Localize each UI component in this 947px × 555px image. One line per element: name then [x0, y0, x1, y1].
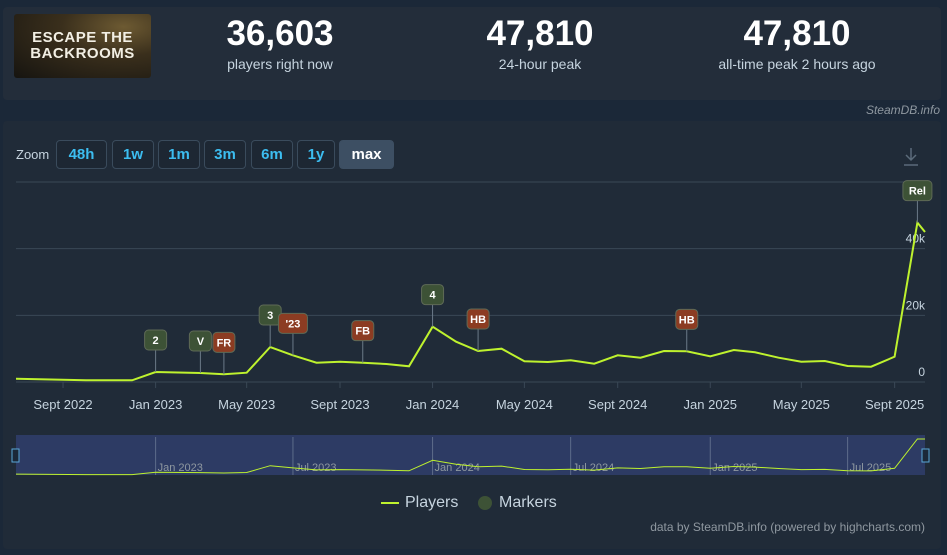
x-tick-label: Jan 2023 [129, 397, 183, 412]
marker-badge[interactable] [902, 180, 933, 202]
x-tick-label: May 2024 [496, 397, 553, 412]
chart-marker[interactable]: FR [212, 331, 236, 375]
marker-label: HB [679, 314, 695, 326]
legend-players[interactable]: Players [381, 494, 458, 512]
marker-badge[interactable] [675, 308, 699, 330]
highcharts-credit[interactable]: data by SteamDB.info (powered by highcha… [650, 520, 925, 534]
zoom-max-button[interactable]: max [339, 140, 394, 169]
y-tick-label: 40k [906, 232, 926, 246]
marker-badge[interactable] [144, 329, 168, 351]
legend-markers[interactable]: Markers [477, 494, 557, 512]
navigator-tick-label: Jul 2024 [573, 462, 615, 474]
24h-peak-value: 47,810 [486, 14, 594, 53]
chart-marker[interactable]: '23 [277, 312, 308, 356]
legend-markers-label: Markers [499, 494, 557, 511]
navigator-tick-label: Jul 2025 [850, 462, 892, 474]
y-tick-label: 0 [918, 365, 925, 379]
marker-label: 3 [267, 310, 273, 322]
navigator-right-handle[interactable] [921, 448, 930, 463]
x-tick-label: Sept 2024 [588, 397, 647, 412]
zoom-6m-button[interactable]: 6m [251, 140, 293, 169]
navigator-left-handle[interactable] [11, 448, 20, 463]
marker-badge[interactable] [421, 284, 445, 306]
zoom-48h-button[interactable]: 48h [56, 140, 107, 169]
chart-marker[interactable]: HB [466, 308, 490, 351]
x-tick-label: Jan 2025 [684, 397, 738, 412]
navigator-tick-label: Jan 2024 [435, 462, 480, 474]
navigator-tick-label: Jan 2023 [158, 462, 203, 474]
stats-panel [3, 7, 941, 100]
marker-badge[interactable] [351, 320, 375, 342]
zoom-1m-button[interactable]: 1m [158, 140, 200, 169]
x-tick-label: May 2025 [773, 397, 830, 412]
chart-marker[interactable]: FB [351, 320, 375, 363]
y-tick-label: 20k [906, 298, 926, 312]
marker-badge[interactable] [188, 330, 212, 352]
marker-label: 2 [153, 335, 159, 347]
stat-all-time-peak: 47,810 all-time peak 2 hours ago [697, 14, 897, 72]
marker-label: 4 [429, 290, 436, 302]
chart-marker[interactable]: 4 [421, 284, 445, 327]
legend-players-label: Players [405, 494, 459, 511]
chart-marker[interactable]: Rel [902, 180, 933, 223]
stat-current-players: 36,603 players right now [195, 14, 365, 72]
marker-label: HB [470, 314, 486, 326]
steamdb-credit[interactable]: SteamDB.info [865, 103, 940, 117]
markers-legend-icon [478, 496, 492, 510]
marker-label: Rel [909, 186, 926, 198]
chart-marker[interactable]: V [188, 330, 212, 373]
logo-text-line2: BACKROOMS [30, 45, 135, 62]
navigator-tick-label: Jan 2025 [712, 462, 757, 474]
marker-label: V [197, 336, 205, 348]
zoom-1y-button[interactable]: 1y [297, 140, 335, 169]
marker-label: FR [217, 337, 232, 349]
marker-label: FB [355, 326, 370, 338]
current-players-value: 36,603 [226, 14, 334, 53]
download-icon[interactable] [902, 147, 920, 167]
chart-marker[interactable]: 3 [258, 304, 282, 347]
navigator-series-line [15, 438, 925, 476]
navigator[interactable]: Jan 2023 Jul 2023 Jan 2024 Jul 2024 Jan 2025… [11, 435, 930, 476]
24h-peak-label: 24-hour peak [498, 56, 582, 72]
all-time-peak-label: all-time peak 2 hours ago [718, 56, 876, 72]
current-players-label: players right now [227, 56, 333, 72]
x-tick-label: May 2023 [218, 397, 275, 412]
navigator-tick-label: Jul 2023 [295, 462, 337, 474]
x-tick-label: Jan 2024 [406, 397, 460, 412]
game-logo[interactable]: ESCAPE THE BACKROOMS [14, 14, 151, 78]
x-tick-label: Sept 2023 [310, 397, 369, 412]
all-time-peak-value: 47,810 [743, 14, 851, 53]
logo-text-line1: ESCAPE THE [32, 29, 133, 46]
zoom-label: Zoom [16, 147, 50, 162]
marker-badge[interactable] [466, 308, 490, 330]
players-series-line [15, 220, 926, 382]
marker-badge[interactable] [212, 331, 236, 353]
x-tick-label: Sept 2025 [865, 397, 924, 412]
x-tick-label: Sept 2022 [33, 397, 92, 412]
marker-label: '23 [286, 318, 301, 330]
zoom-3m-button[interactable]: 3m [204, 140, 246, 169]
chart-marker[interactable]: 2 [144, 329, 168, 372]
players-legend-icon [381, 502, 399, 504]
zoom-1w-button[interactable]: 1w [112, 140, 154, 169]
stat-24h-peak: 47,810 24-hour peak [455, 14, 625, 72]
chart-marker[interactable]: HB [675, 308, 699, 352]
marker-badge[interactable] [277, 312, 308, 334]
